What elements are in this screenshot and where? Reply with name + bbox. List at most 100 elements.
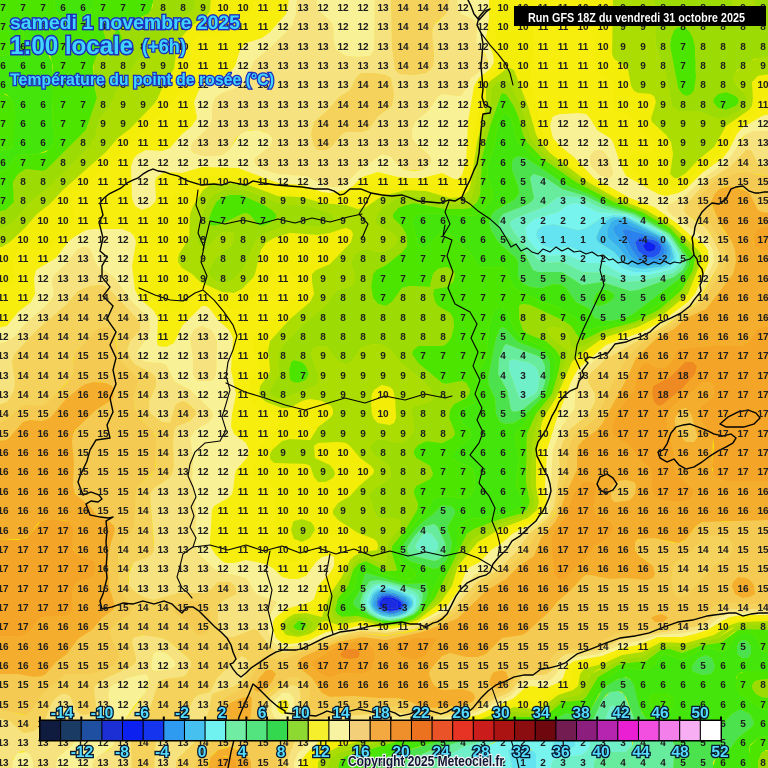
svg-text:2: 2 xyxy=(540,758,546,768)
svg-text:3: 3 xyxy=(420,545,426,556)
svg-text:14: 14 xyxy=(177,622,189,633)
svg-text:6: 6 xyxy=(340,603,346,614)
svg-text:14: 14 xyxy=(77,313,89,324)
svg-text:12: 12 xyxy=(457,100,469,111)
svg-text:13: 13 xyxy=(417,158,429,169)
svg-text:7: 7 xyxy=(560,700,566,711)
svg-text:12: 12 xyxy=(177,351,189,362)
svg-text:15: 15 xyxy=(677,603,689,614)
svg-text:15: 15 xyxy=(517,661,529,672)
svg-text:5: 5 xyxy=(500,409,506,420)
svg-text:15: 15 xyxy=(97,409,109,420)
svg-text:10: 10 xyxy=(317,603,329,614)
svg-text:14: 14 xyxy=(17,719,29,730)
svg-text:8: 8 xyxy=(480,138,486,149)
svg-text:14: 14 xyxy=(37,371,49,382)
svg-text:9: 9 xyxy=(360,371,366,382)
svg-text:12: 12 xyxy=(477,3,489,14)
svg-text:6: 6 xyxy=(720,661,726,672)
svg-text:17: 17 xyxy=(557,545,569,556)
svg-text:14: 14 xyxy=(677,622,689,633)
svg-text:13: 13 xyxy=(157,506,169,517)
svg-text:8: 8 xyxy=(380,313,386,324)
svg-text:11: 11 xyxy=(538,80,549,91)
svg-text:12: 12 xyxy=(117,700,129,711)
svg-text:15: 15 xyxy=(277,661,289,672)
svg-text:14: 14 xyxy=(717,603,729,614)
svg-text:6: 6 xyxy=(640,680,646,691)
svg-text:15: 15 xyxy=(637,603,649,614)
svg-text:7: 7 xyxy=(720,642,726,653)
svg-text:0: 0 xyxy=(600,235,606,246)
svg-text:9: 9 xyxy=(640,61,646,72)
svg-text:16: 16 xyxy=(17,506,29,517)
svg-text:samedi 1 novembre 2025: samedi 1 novembre 2025 xyxy=(10,12,240,34)
svg-text:11: 11 xyxy=(298,758,309,768)
svg-text:14: 14 xyxy=(197,642,209,653)
svg-text:16: 16 xyxy=(377,680,389,691)
svg-text:7: 7 xyxy=(420,254,426,265)
svg-text:12: 12 xyxy=(137,351,149,362)
svg-text:8: 8 xyxy=(100,80,106,91)
svg-text:16: 16 xyxy=(37,506,49,517)
svg-text:16: 16 xyxy=(77,603,89,614)
svg-text:15: 15 xyxy=(537,661,549,672)
svg-text:15: 15 xyxy=(717,526,729,537)
svg-text:16: 16 xyxy=(717,293,729,304)
svg-text:14: 14 xyxy=(137,487,149,498)
svg-text:13: 13 xyxy=(377,61,389,72)
svg-text:10: 10 xyxy=(177,196,189,207)
svg-text:10: 10 xyxy=(517,22,529,33)
svg-text:17: 17 xyxy=(677,351,689,362)
svg-text:7: 7 xyxy=(400,216,406,227)
svg-text:13: 13 xyxy=(257,622,269,633)
svg-text:9: 9 xyxy=(320,274,326,285)
svg-text:14: 14 xyxy=(397,61,409,72)
svg-text:6: 6 xyxy=(600,196,606,207)
svg-text:8: 8 xyxy=(20,177,26,188)
svg-text:10: 10 xyxy=(317,487,329,498)
svg-text:13: 13 xyxy=(577,409,589,420)
svg-text:13: 13 xyxy=(457,22,469,33)
svg-text:12: 12 xyxy=(457,158,469,169)
svg-text:15: 15 xyxy=(37,680,49,691)
svg-text:7: 7 xyxy=(400,564,406,575)
svg-text:10: 10 xyxy=(237,177,249,188)
svg-text:10: 10 xyxy=(317,506,329,517)
svg-text:17: 17 xyxy=(637,390,649,401)
svg-text:3: 3 xyxy=(520,235,526,246)
svg-text:11: 11 xyxy=(538,119,549,130)
svg-text:13: 13 xyxy=(397,138,409,149)
svg-text:11: 11 xyxy=(178,119,189,130)
svg-text:9: 9 xyxy=(160,61,166,72)
svg-text:10: 10 xyxy=(297,274,309,285)
svg-text:12: 12 xyxy=(37,274,49,285)
svg-text:7: 7 xyxy=(740,680,746,691)
svg-text:14: 14 xyxy=(417,61,429,72)
svg-text:12: 12 xyxy=(97,254,109,265)
svg-text:4: 4 xyxy=(460,738,466,749)
svg-text:4: 4 xyxy=(640,216,646,227)
svg-text:5: 5 xyxy=(420,584,426,595)
svg-text:16: 16 xyxy=(237,758,249,768)
svg-text:15: 15 xyxy=(597,584,609,595)
svg-text:15: 15 xyxy=(577,603,589,614)
svg-text:13: 13 xyxy=(317,61,329,72)
svg-text:8: 8 xyxy=(280,351,286,362)
svg-text:2: 2 xyxy=(580,738,586,749)
svg-text:17: 17 xyxy=(637,448,649,459)
svg-text:13: 13 xyxy=(177,738,189,749)
svg-text:8: 8 xyxy=(700,100,706,111)
svg-text:14: 14 xyxy=(717,254,729,265)
svg-text:10: 10 xyxy=(57,216,69,227)
svg-text:14: 14 xyxy=(417,22,429,33)
svg-text:11: 11 xyxy=(98,177,109,188)
svg-text:9: 9 xyxy=(680,235,686,246)
svg-text:8: 8 xyxy=(240,254,246,265)
svg-text:16: 16 xyxy=(617,564,629,575)
svg-text:11: 11 xyxy=(38,254,49,265)
svg-text:17: 17 xyxy=(757,390,768,401)
svg-text:8: 8 xyxy=(660,22,666,33)
svg-text:10: 10 xyxy=(337,448,349,459)
svg-text:11: 11 xyxy=(278,274,289,285)
